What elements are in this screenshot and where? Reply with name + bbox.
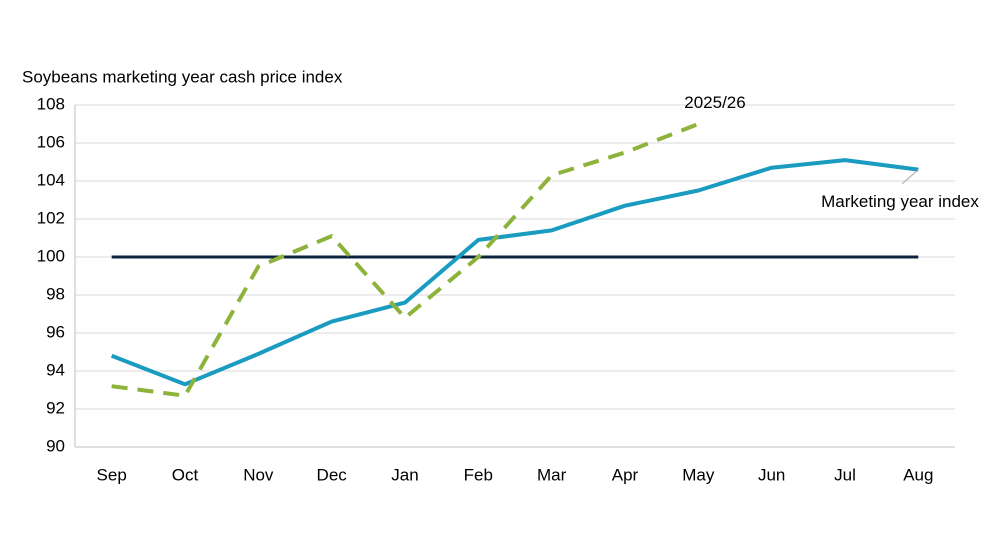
label-leader [902, 169, 919, 184]
x-tick-label: Mar [537, 465, 567, 484]
x-tick-label: Oct [172, 465, 199, 484]
y-tick-label: 100 [37, 246, 65, 265]
x-tick-label: Jan [391, 465, 418, 484]
series-label: Marketing year index [821, 192, 979, 211]
y-tick-label: 94 [46, 360, 65, 379]
x-tick-label: Nov [243, 465, 274, 484]
x-tick-label: Sep [97, 465, 127, 484]
series-line [110, 158, 919, 387]
series-label: 2025/26 [684, 93, 746, 112]
x-tick-label: Dec [317, 465, 348, 484]
y-tick-label: 102 [37, 208, 65, 227]
x-tick-label: May [682, 465, 715, 484]
y-tick-label: 104 [37, 170, 65, 189]
x-tick-label: Apr [612, 465, 639, 484]
y-tick-label: 90 [46, 436, 65, 455]
chart-title: Soybeans marketing year cash price index [22, 67, 343, 86]
y-tick-label: 98 [46, 284, 65, 303]
x-tick-label: Jul [834, 465, 856, 484]
x-tick-label: Aug [903, 465, 933, 484]
y-tick-label: 106 [37, 132, 65, 151]
series-line [111, 122, 700, 398]
y-tick-label: 92 [46, 398, 65, 417]
x-tick-label: Jun [758, 465, 785, 484]
y-tick-label: 96 [46, 322, 65, 341]
y-tick-label: 108 [37, 94, 65, 113]
x-tick-label: Feb [464, 465, 493, 484]
